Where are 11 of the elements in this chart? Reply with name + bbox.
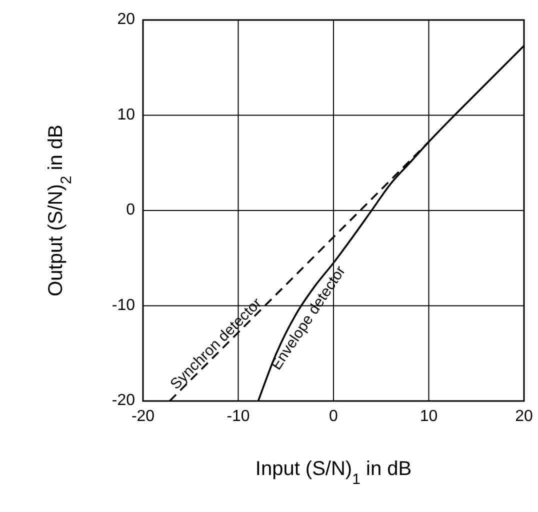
y-tick-label: -10 — [112, 296, 136, 314]
x-tick-label: 20 — [515, 408, 533, 425]
y-tick-label: 0 — [126, 202, 136, 219]
y-tick-label: 20 — [117, 11, 136, 28]
x-tick-label: -20 — [131, 408, 155, 425]
y-tick-label: 10 — [117, 106, 136, 124]
x-tick-label: 0 — [329, 408, 338, 425]
x-tick-label: -10 — [226, 408, 250, 425]
x-tick-label: 10 — [420, 408, 438, 425]
y-tick-label: -20 — [112, 392, 136, 410]
x-axis-title: Input (S/N)$_{1}$ in dB — [255, 458, 412, 488]
